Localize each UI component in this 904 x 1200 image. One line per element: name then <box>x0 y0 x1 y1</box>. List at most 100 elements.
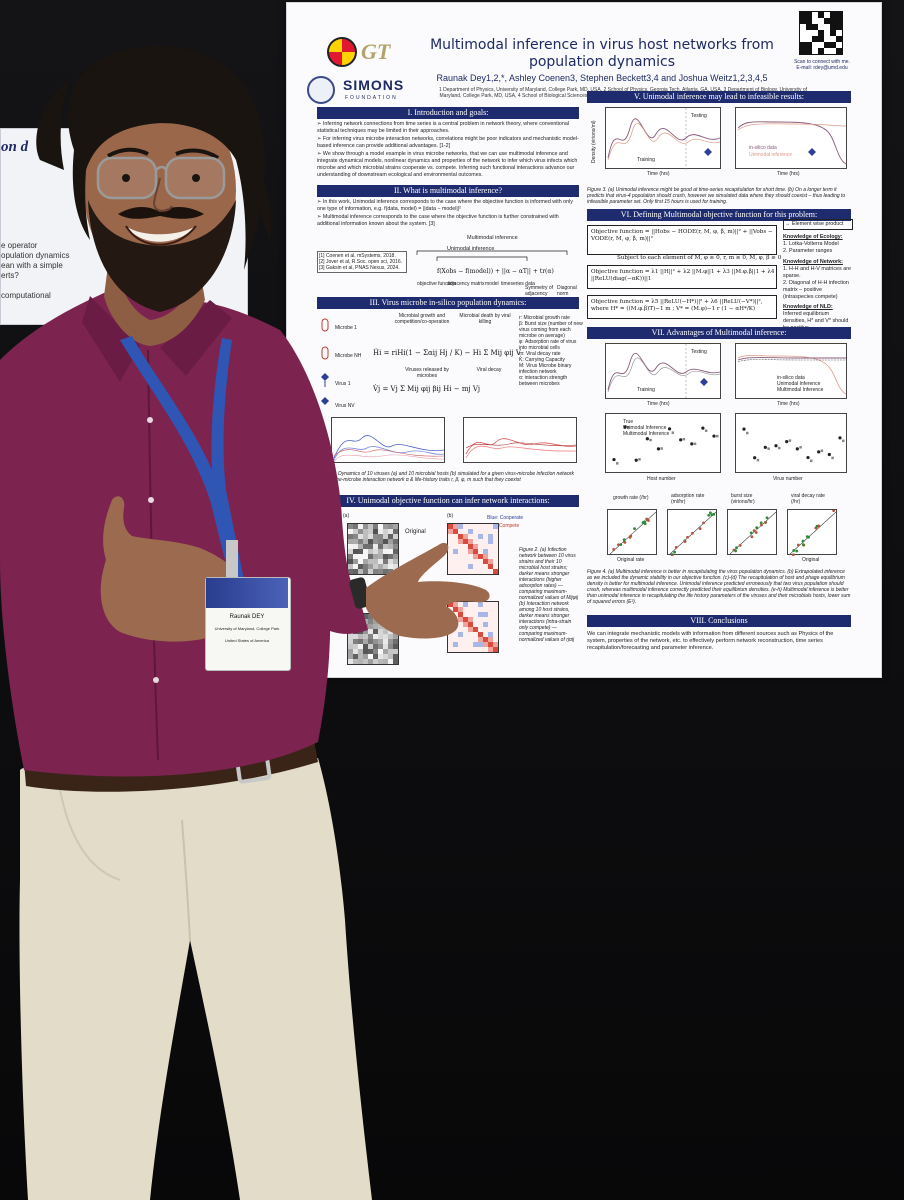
heatmap-cell <box>458 569 463 574</box>
heatmap-cell <box>353 634 358 639</box>
heatmap-cell <box>378 534 383 539</box>
neighbor-poster-line: e operator <box>1 241 38 250</box>
estimate-point <box>799 446 802 449</box>
fig4-training: Training <box>637 387 655 393</box>
fig4e-xlabel: Original rate <box>617 557 645 563</box>
qr-module <box>812 24 818 30</box>
heatmap-cell <box>483 544 488 549</box>
heatmap-cell <box>463 627 468 632</box>
heatmap-cell <box>478 549 483 554</box>
fig4f-points <box>669 511 717 556</box>
section-header-multimodal: II. What is multimodal inference? <box>317 185 579 197</box>
neighbor-poster-line: erts? <box>1 271 19 280</box>
heatmap-cell <box>353 659 358 664</box>
multimodal-text: ➢ In this work, Unimodal inference corre… <box>317 199 579 229</box>
heatmap-cell <box>448 524 453 529</box>
heatmap-cell <box>348 649 353 654</box>
fig4d-points <box>742 427 845 463</box>
qr-module <box>812 48 818 54</box>
heatmap-cell <box>388 564 393 569</box>
heatmap-cell <box>448 534 453 539</box>
fig4b-lines <box>737 355 847 395</box>
heatmap-cell <box>458 539 463 544</box>
heatmap-cell <box>483 632 488 637</box>
identity-line <box>609 511 657 555</box>
heatmap-cell <box>368 529 373 534</box>
heatmap-cell <box>483 564 488 569</box>
virusN-label: Virus NV <box>335 403 355 409</box>
heatmap-cell <box>378 544 383 549</box>
neighbor-poster-line: ean with a simple <box>1 261 63 270</box>
fig1b-lines <box>465 438 577 459</box>
intro-bullet: ➢ We show through a model example in vir… <box>317 151 578 178</box>
gt-logo: GT <box>361 39 391 64</box>
intro-text: ➢ Inferring network connections from tim… <box>317 121 579 180</box>
reference: [1] Coenen et al, mSystems, 2018. <box>319 253 396 259</box>
heatmap-cell <box>483 622 488 627</box>
heatmap-cell <box>358 649 363 654</box>
fig4d-xlabel: Virus number <box>773 476 803 482</box>
heatmap-cell <box>478 612 483 617</box>
heatmap-cell <box>463 534 468 539</box>
heatmap-cell <box>388 644 393 649</box>
heatmap-cell <box>363 534 368 539</box>
scatter-point <box>832 510 836 513</box>
heatmap-cell <box>463 569 468 574</box>
fig4a-plot <box>605 343 721 400</box>
mm-bullet: ➢ Multimodal inference corresponds to th… <box>317 214 559 227</box>
heatmap-cell <box>473 632 478 637</box>
heatmap-cell <box>488 529 493 534</box>
heatmap-cell <box>393 559 398 564</box>
heatmap-cell <box>348 639 353 644</box>
heatmap-cell <box>368 649 373 654</box>
element-wise-note: → Element wise product <box>783 219 853 230</box>
heatmap-cell <box>358 534 363 539</box>
heatmap-cell <box>478 607 483 612</box>
badge-org: University of Maryland, College Park <box>214 626 280 631</box>
qr-module <box>836 48 842 54</box>
dynamics-equations: Ḣi = riHi(1 − Σαij Hj / K) − Hi Σ Mij φi… <box>372 348 521 393</box>
heatmap-cell <box>463 632 468 637</box>
heatmap-cell <box>478 544 483 549</box>
fig4h-points <box>789 510 837 556</box>
heatmap-cell <box>458 647 463 652</box>
scatter-point <box>673 550 677 554</box>
belt <box>24 740 318 792</box>
fig4g-scatter <box>727 509 777 555</box>
heatmap-cell <box>493 622 498 627</box>
heatmap-cell <box>468 544 473 549</box>
heatmap-cell <box>353 539 358 544</box>
heatmap-cell <box>483 554 488 559</box>
heatmap-cell <box>458 637 463 642</box>
heatmap-cell <box>488 569 493 574</box>
heatmap-cell <box>388 554 393 559</box>
heatmap-cell <box>383 529 388 534</box>
heatmap-cell <box>368 619 373 624</box>
fig4b-plot <box>735 343 847 399</box>
mm-diagram-label: timeseries data <box>501 281 535 287</box>
heatmap-cell <box>383 569 388 574</box>
qr-module <box>836 12 842 18</box>
qr-module <box>836 24 842 30</box>
true-point <box>795 447 799 451</box>
heatmap-cell <box>468 549 473 554</box>
heatmap-cell <box>458 622 463 627</box>
true-point <box>679 438 683 442</box>
fig4g-points <box>729 511 777 555</box>
objective-eq-3: Objective function = λ1 ||H||² + λ2 ||M.… <box>591 269 775 282</box>
mm-diagram-top: Multimodal inference <box>467 235 518 241</box>
param-item: β: Burst size (number of new virus comin… <box>519 321 583 339</box>
qr-module <box>800 12 806 18</box>
fig4-legend-insilico: in-silico data <box>777 375 805 381</box>
heatmap-cell <box>478 529 483 534</box>
fig2-original-label: Original <box>405 529 426 535</box>
heatmap-cell <box>458 534 463 539</box>
heatmap-cell <box>373 619 378 624</box>
heatmap-cell <box>468 622 473 627</box>
heatmap-cell <box>373 644 378 649</box>
true-point <box>612 457 616 462</box>
heatmap-cell <box>493 529 498 534</box>
heatmap-cell <box>373 559 378 564</box>
heatmap-cell <box>478 534 483 539</box>
